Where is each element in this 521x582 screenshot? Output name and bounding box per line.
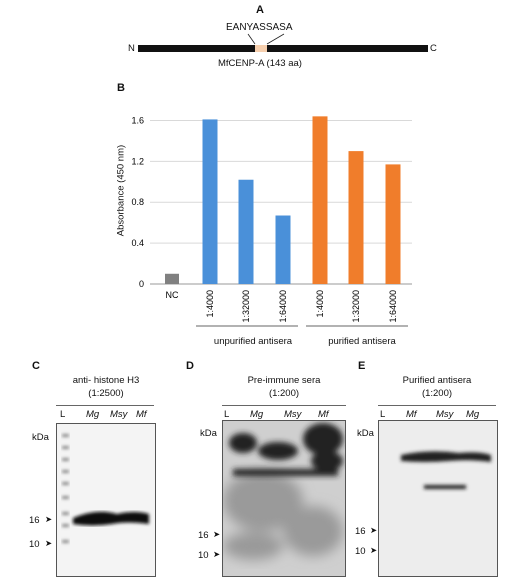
marker-16: 16 [198,530,209,541]
marker-10: 10 [198,550,209,561]
bar [202,119,218,284]
lane-label: Msy [284,409,302,420]
panel-c-dilution: (1:2500) [88,388,124,399]
bar [238,179,254,284]
kda-label: kDa [200,428,217,439]
panel-e-rule [378,405,496,406]
lane-label: L [60,409,66,420]
lane-label: L [380,409,386,420]
bar [385,164,401,284]
x-tick-label: 1:4000 [315,290,325,318]
x-tick-label: 1:64000 [278,290,288,323]
marker-10: 10 [355,546,366,557]
panel-d-label: D [186,360,194,372]
lane-label: Msy [110,409,128,420]
x-tick-label: 1:32000 [351,290,361,323]
panel-e-label: E [358,360,366,372]
lane-label: Msy [436,409,454,420]
lane-label: Mg [250,409,264,420]
y-tick-label: 1.2 [131,156,144,166]
panel-a-label: A [256,4,264,16]
blot-c [56,423,156,577]
blot-e [378,420,498,577]
x-tick-label: 1:64000 [388,290,398,323]
peptide-region [255,45,267,52]
lane-label: Mf [136,409,147,420]
marker-10: 10 [29,539,40,550]
lane-label: Mg [86,409,100,420]
panel-e-dilution: (1:200) [421,388,453,399]
panel-d-rule [222,405,346,406]
bar [348,151,364,284]
panel-d-title: Pre-immune sera [247,375,321,386]
group-label-purified: purified antisera [328,336,396,347]
bar [312,116,328,284]
blot-d [222,420,346,577]
lane-label: L [224,409,230,420]
bar [165,273,179,284]
x-tick-label: 1:32000 [241,290,251,323]
marker-16: 16 [355,526,366,537]
panel-c-label: C [32,360,40,372]
peptide-label: EANYASSASA [226,22,293,33]
protein-label: MfCENP-A (143 aa) [218,58,302,69]
y-tick-label: 0 [139,279,144,289]
lane-label: Mf [406,409,417,420]
protein-schematic [138,33,428,52]
lane-label: Mf [318,409,329,420]
y-tick-label: 1.6 [131,115,144,125]
c-terminus-label: C [430,43,437,54]
absorbance-bar-chart: 0 0.4 0.8 1.2 1.6 NC 1:4000 1:32000 1:64000 1:400… [131,115,412,327]
kda-label: kDa [32,432,49,443]
lane-label: Mg [466,409,480,420]
marker-16: 16 [29,515,40,526]
panel-b-label: B [117,82,125,94]
y-tick-label: 0.4 [131,238,144,248]
panel-e-title: Purified antisera [402,375,472,386]
kda-label: kDa [357,428,374,439]
panel-c-title: anti- histone H3 [72,375,140,386]
group-label-unpurified: unpurified antisera [213,336,293,347]
x-tick-label: 1:4000 [205,290,215,318]
bar [275,215,291,284]
x-tick-label: NC [166,290,179,300]
panel-d-dilution: (1:200) [268,388,300,399]
n-terminus-label: N [128,43,135,54]
panel-c-rule [56,405,154,406]
y-tick-label: 0.8 [131,197,144,207]
protein-bar [138,45,428,52]
